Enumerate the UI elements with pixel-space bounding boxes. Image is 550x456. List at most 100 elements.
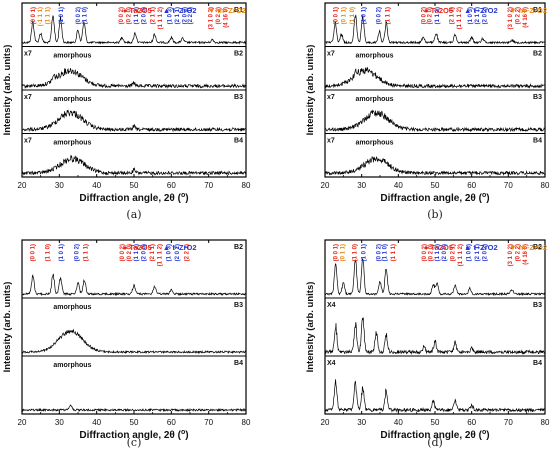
xrd-trace-b4 [21, 404, 246, 413]
peak-index-label: (3 1 0 2) [508, 7, 514, 29]
amorphous-label: amorphous [355, 96, 393, 103]
x-tick-label: 20 [18, 418, 27, 427]
y-axis-label: Intensity (arb. units) [2, 45, 13, 136]
x-tick-label: 30 [357, 418, 366, 427]
panel-caption: (d) [427, 436, 443, 449]
peak-index-label: (1 1 1) [45, 7, 51, 24]
peak-index-label: (1 1 0) [45, 244, 51, 261]
peak-index-label: (2 0 0) [141, 7, 147, 24]
peak-index-label: (2 0 0) [141, 244, 147, 261]
x-tick-label: 20 [321, 181, 330, 190]
peak-index-label: (2 0 2) [182, 7, 188, 24]
legend-entry: ▼ m–ZrO2 [208, 6, 246, 15]
amorphous-label: amorphous [53, 53, 91, 60]
peak-index-label: (4 16 0) [223, 7, 229, 28]
series-label: B3 [234, 302, 243, 309]
xrd-trace-b1 [21, 15, 246, 45]
peak-index-label: (0 0 2) [76, 7, 82, 24]
peak-index-label: (0 2 0) [428, 7, 434, 24]
x-tick-label: 20 [321, 418, 330, 427]
peak-index-label: (1 1 1 2) [458, 244, 464, 266]
series-label: B2 [234, 244, 243, 251]
peak-index-label: (1 0 1) [59, 7, 65, 24]
peak-index-label: (2 1 1) [475, 244, 481, 261]
x-tick-label: 70 [504, 418, 513, 427]
peak-index-label: (0 2 2) [216, 7, 222, 24]
scale-label: X4 [327, 302, 336, 309]
xrd-trace-b2 [324, 66, 545, 89]
peak-index-label: (2 0 2) [483, 7, 489, 24]
peak-index-label: (2 2 1) [188, 7, 194, 24]
x-tick-label: 50 [431, 181, 440, 190]
series-label: B1 [234, 7, 243, 14]
chart-panel-d: Intensity (arb. units) 20 30 40 50 60 70 80 Diff… [305, 239, 550, 449]
amorphous-label: amorphous [53, 304, 91, 311]
x-tick-label: 70 [504, 181, 513, 190]
series-label: B4 [533, 138, 542, 145]
peak-index-label: (1 1 1 2) [158, 7, 164, 29]
scale-label: x7 [327, 138, 335, 145]
legend-entry: ● Ta2O5 [123, 6, 152, 15]
xrd-trace-b3 [21, 109, 246, 133]
xrd-trace-b1 [324, 14, 545, 45]
peak-index-label: (0 0 1) [30, 244, 36, 261]
x-tick-label: 80 [541, 181, 550, 190]
xrd-trace-b4 [324, 379, 545, 413]
xrd-trace-b4 [324, 156, 545, 176]
x-tick-label: 60 [167, 181, 176, 190]
x-tick-label: 70 [204, 181, 213, 190]
x-tick-label: 60 [167, 418, 176, 427]
legend-entry: ▲ t–ZrO2 [163, 243, 197, 252]
x-tick-label: 50 [130, 181, 139, 190]
series-label: B2 [533, 51, 542, 58]
amorphous-label: amorphous [53, 140, 91, 147]
peak-index-label: (1 1 2) [435, 244, 441, 261]
series-label: B3 [533, 94, 542, 101]
x-tick-label: 30 [55, 181, 64, 190]
x-tick-label: 50 [130, 418, 139, 427]
peak-index-label: (1 1 0) [350, 7, 356, 24]
x-tick-label: 50 [431, 418, 440, 427]
peak-index-label: (2 1 1) [450, 7, 456, 24]
xrd-trace-b4 [21, 154, 246, 176]
peak-index-label: (0 2 0) [429, 244, 435, 261]
y-axis-label: Intensity (arb. units) [305, 282, 316, 373]
x-tick-label: 70 [204, 418, 213, 427]
peak-index-label: (1 1 1) [385, 7, 391, 24]
peak-index-label: (1 0 3) [166, 244, 172, 261]
peak-index-label: (1 0 1) [59, 244, 65, 261]
peak-index-label: (0 0 2) [377, 7, 383, 24]
x-tick-label: 80 [242, 418, 251, 427]
peak-index-label: (0 0 1) [31, 7, 37, 24]
x-tick-label: 60 [467, 418, 476, 427]
y-axis-label: Intensity (arb. units) [305, 45, 316, 136]
peak-index-label: (0 2 2) [516, 7, 522, 24]
peak-index-label: (1 1 1) [83, 244, 89, 261]
legend-entry: ▲ t–ZrO2 [464, 243, 498, 252]
peak-index-label: (1 1 0) [382, 244, 388, 261]
peak-index-label: (2 1 1) [150, 244, 156, 261]
peak-index-label: (1 0 1) [362, 7, 368, 24]
peak-index-label: (3 1 0 2) [209, 7, 215, 29]
peak-index-label: (4 16 0) [523, 7, 529, 28]
scale-label: x7 [327, 51, 335, 58]
peak-index-label: (0 2 1) [451, 244, 457, 261]
legend-entry: ▲ t–ZrO2 [464, 6, 498, 15]
peak-index-label: (1 1 0) [352, 244, 358, 261]
series-label: B2 [533, 244, 542, 251]
peak-index-label: (1 1 0) [83, 7, 89, 24]
peak-index-label: (1 0 1) [362, 244, 368, 261]
peak-index-label: (3 1 0 2) [508, 244, 514, 266]
legend-entry: ▲ t–ZrO2 [163, 6, 197, 15]
series-label: B2 [234, 51, 243, 58]
peak-index-label: (0 0 1) [333, 7, 339, 24]
amorphous-label: amorphous [355, 140, 393, 147]
peak-index-label: (2 1 1) [151, 7, 157, 24]
x-tick-label: 30 [55, 418, 64, 427]
amorphous-label: amorphous [53, 96, 91, 103]
peak-index-label: (0 1 1) [341, 244, 347, 261]
series-label: B3 [533, 302, 542, 309]
panel-caption: (c) [127, 436, 142, 449]
peak-index-label: (2 1 1) [475, 7, 481, 24]
